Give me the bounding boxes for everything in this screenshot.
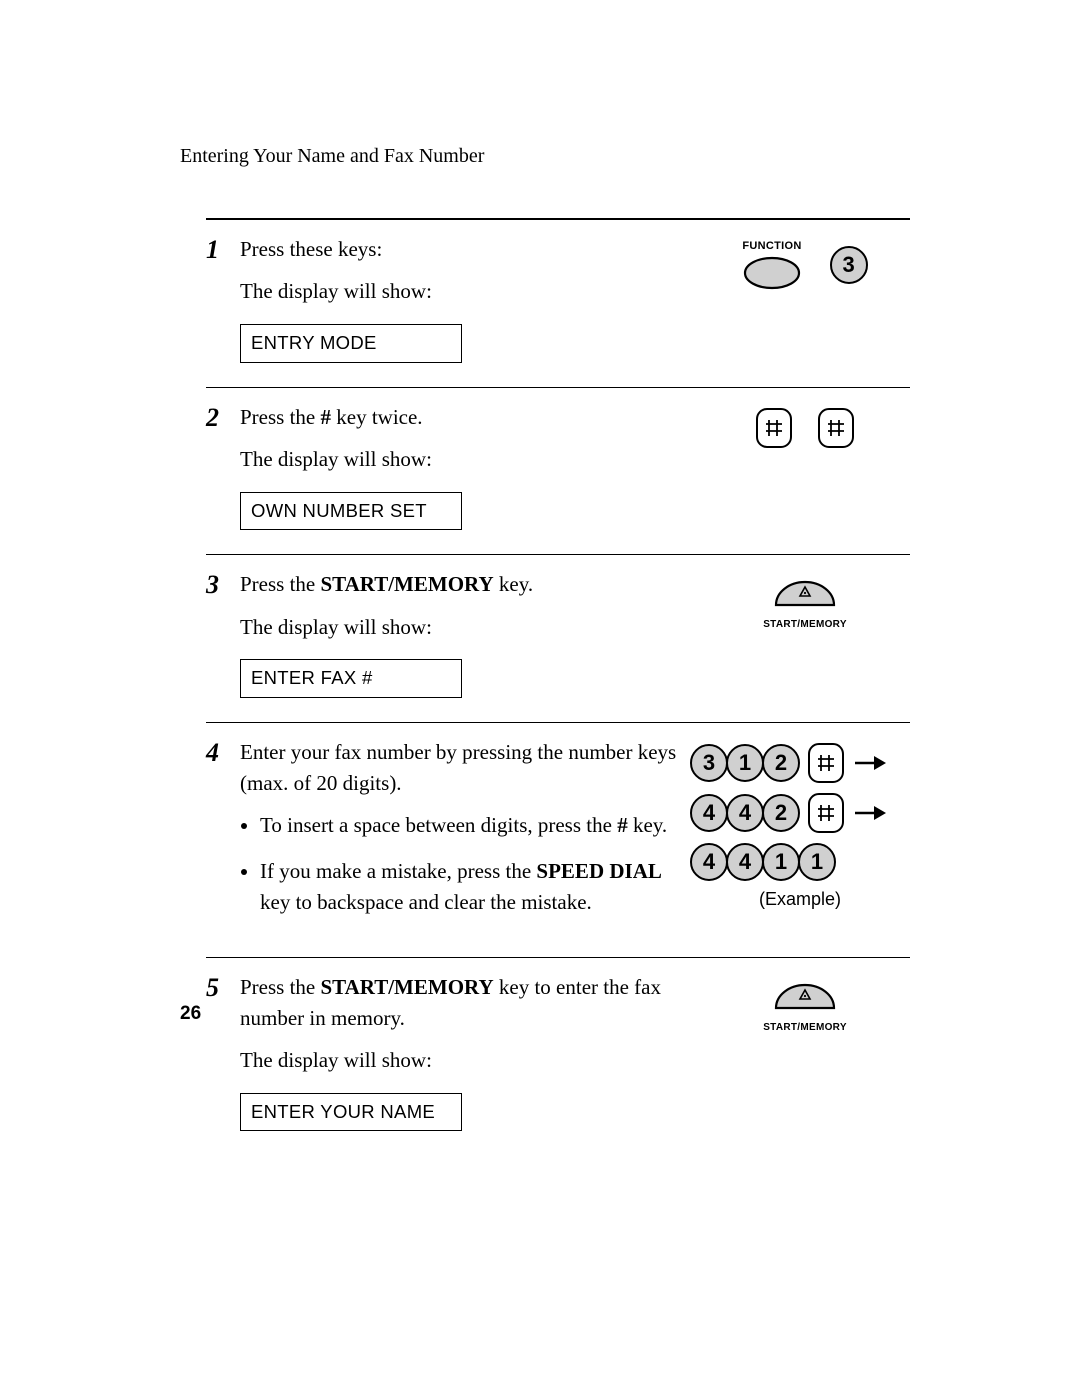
arrow-right-icon <box>854 754 888 772</box>
digit-key-icon: 2 <box>762 794 800 832</box>
display-label: The display will show: <box>240 444 700 474</box>
arrow-right-icon <box>854 804 888 822</box>
digit-key-icon: 3 <box>690 744 728 782</box>
digit-key-icon: 2 <box>762 744 800 782</box>
display-label: The display will show: <box>240 276 700 306</box>
step-body: Press the # key twice. The display will … <box>240 402 700 531</box>
step-number: 4 <box>206 737 240 766</box>
lcd-display: ENTER FAX # <box>240 659 462 698</box>
start-memory-key-icon <box>770 575 840 615</box>
step-3: 3 Press the START/MEMORY key. The displa… <box>206 555 910 723</box>
manual-page: Entering Your Name and Fax Number 1 Pres… <box>0 0 1080 1397</box>
step-text: Press the START/MEMORY key to enter the … <box>240 972 700 1033</box>
step-text: Press the # key twice. <box>240 405 423 429</box>
step-1: 1 Press these keys: The display will sho… <box>206 220 910 388</box>
step-illustration: 3 1 2 4 4 2 <box>690 737 910 910</box>
step-illustration <box>700 402 910 448</box>
digit-key-icon: 4 <box>690 794 728 832</box>
step-list: 1 Press these keys: The display will sho… <box>206 218 910 1155</box>
bullet-list: To insert a space between digits, press … <box>240 810 684 917</box>
digit-key-icon: 4 <box>726 794 764 832</box>
example-label: (Example) <box>759 889 841 910</box>
hash-key-icon <box>756 408 792 448</box>
digit-key-icon: 3 <box>830 246 868 284</box>
step-4: 4 Enter your fax number by pressing the … <box>206 723 910 958</box>
digit-key-icon: 1 <box>762 843 800 881</box>
digit-key-icon: 4 <box>726 843 764 881</box>
digit-key-icon: 1 <box>726 744 764 782</box>
step-illustration: START/MEMORY <box>700 972 910 1033</box>
step-illustration: FUNCTION 3 <box>700 234 910 290</box>
display-label: The display will show: <box>240 1045 700 1075</box>
list-item: If you make a mistake, press the SPEED D… <box>260 856 684 917</box>
step-number: 3 <box>206 569 240 598</box>
step-number: 1 <box>206 234 240 263</box>
start-memory-label: START/MEMORY <box>763 619 847 630</box>
page-number: 26 <box>180 1003 201 1025</box>
hash-key-icon <box>818 408 854 448</box>
step-body: Enter your fax number by pressing the nu… <box>240 737 690 933</box>
step-5: 5 Press the START/MEMORY key to enter th… <box>206 958 910 1155</box>
digit-key-icon: 4 <box>690 843 728 881</box>
digit-key-icon: 1 <box>798 843 836 881</box>
function-key-icon <box>743 256 801 290</box>
running-head: Entering Your Name and Fax Number <box>180 145 910 168</box>
start-memory-label: START/MEMORY <box>763 1022 847 1033</box>
step-number: 5 <box>206 972 240 1001</box>
step-text: Press these keys: <box>240 234 700 264</box>
step-body: Press the START/MEMORY key to enter the … <box>240 972 700 1131</box>
start-memory-key-icon <box>770 978 840 1018</box>
hash-key-icon <box>808 793 844 833</box>
step-body: Press the START/MEMORY key. The display … <box>240 569 700 698</box>
function-label: FUNCTION <box>742 240 801 252</box>
step-illustration: START/MEMORY <box>700 569 910 630</box>
hash-key-icon <box>808 743 844 783</box>
step-text: Press the START/MEMORY key. <box>240 569 700 599</box>
step-number: 2 <box>206 402 240 431</box>
list-item: To insert a space between digits, press … <box>260 810 684 840</box>
step-text: Enter your fax number by pressing the nu… <box>240 737 684 798</box>
lcd-display: OWN NUMBER SET <box>240 492 462 531</box>
lcd-display: ENTRY MODE <box>240 324 462 363</box>
step-2: 2 Press the # key twice. The display wil… <box>206 388 910 556</box>
lcd-display: ENTER YOUR NAME <box>240 1093 462 1132</box>
display-label: The display will show: <box>240 612 700 642</box>
step-body: Press these keys: The display will show:… <box>240 234 700 363</box>
